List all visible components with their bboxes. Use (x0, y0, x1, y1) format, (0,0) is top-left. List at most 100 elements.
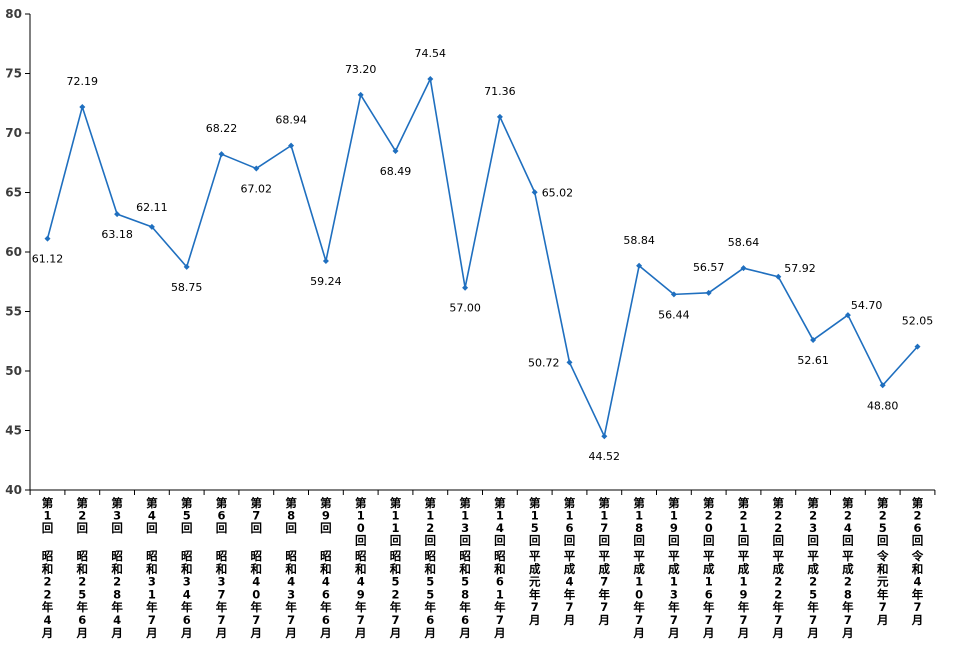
data-label: 50.72 (528, 356, 560, 369)
x-category-label: 第 1 2 回昭和 5 5 年 6 月 (424, 496, 437, 640)
data-label: 44.52 (589, 450, 621, 463)
x-tick-label-era: 昭和 6 1 年 7 月 (493, 549, 506, 640)
y-tick-label: 45 (5, 424, 22, 438)
x-axis: 第 1 回昭和 2 2 年 4 月 第 2 回昭和 2 5 年 6 月 第 3 回昭和 2 8 年 4 月 第 4 回昭和 3 1 年 7 月… (29, 489, 936, 640)
data-label: 54.70 (851, 299, 883, 312)
x-category-label: 第 2 0 回平成 1 6 年 7 月 (702, 496, 715, 640)
data-point-marker (775, 273, 782, 280)
data-points (44, 75, 921, 440)
x-tick-label-era: 昭和 2 8 年 4 月 (110, 549, 123, 640)
data-label: 56.57 (693, 261, 725, 274)
data-point-marker (636, 262, 643, 269)
x-tick-label-era: 平成元年 7 月 (528, 549, 541, 627)
x-category-label: 第 2 2 回平成 2 2 年 7 月 (772, 496, 785, 640)
data-point-marker (566, 359, 573, 366)
data-point-marker (879, 382, 886, 389)
x-tick-label-era: 平成 1 9 年 7 月 (737, 549, 750, 640)
x-tick-label-era: 平成 7 年 7 月 (598, 549, 611, 627)
x-tick-label-era: 昭和 3 1 年 7 月 (145, 549, 158, 640)
data-point-marker (322, 258, 329, 265)
x-tick-label-era: 平成 1 6 年 7 月 (702, 549, 715, 640)
y-tick-label: 55 (5, 305, 22, 319)
x-tick-label-era: 平成 2 8 年 7 月 (841, 549, 854, 640)
x-tick-label-era: 昭和 2 5 年 6 月 (76, 549, 89, 640)
data-label: 71.36 (484, 85, 516, 98)
x-category-label: 第 2 6 回令和 4 年 7 月 (911, 496, 924, 627)
x-category-label: 第 1 8 回平成 1 0 年 7 月 (632, 496, 645, 640)
y-tick-label: 75 (5, 67, 22, 81)
y-tick-label: 40 (5, 483, 22, 497)
y-tick-label: 80 (5, 7, 22, 21)
x-category-label: 第 9 回昭和 4 6 年 6 月 (319, 496, 332, 640)
y-tick-label: 70 (5, 126, 22, 140)
data-point-marker (253, 165, 260, 172)
data-point-marker (427, 75, 434, 82)
x-category-label: 第 1 回昭和 2 2 年 4 月 (41, 496, 54, 640)
x-category-label: 第 2 4 回平成 2 8 年 7 月 (841, 496, 854, 640)
data-label: 58.84 (623, 234, 655, 247)
data-label: 59.24 (310, 275, 342, 288)
data-point-marker (288, 142, 295, 149)
data-label: 52.61 (797, 354, 829, 367)
x-category-label: 第 6 回昭和 3 7 年 7 月 (215, 496, 228, 640)
data-label: 58.64 (728, 236, 760, 249)
x-category-label: 第 8 回昭和 4 3 年 7 月 (284, 496, 297, 640)
x-category-label: 第 1 7 回平成 7 年 7 月 (598, 496, 611, 627)
y-axis: 40 45 50 55 60 65 70 75 80 (5, 7, 31, 497)
x-tick-label-era: 昭和 4 9 年 7 月 (354, 549, 367, 640)
data-point-marker (218, 151, 225, 158)
x-tick-label-era: 平成 2 5 年 7 月 (806, 549, 819, 640)
data-point-marker (914, 343, 921, 350)
x-tick-label-era: 昭和 5 5 年 6 月 (424, 549, 437, 640)
x-category-label: 第 7 回昭和 4 0 年 7 月 (250, 496, 263, 640)
data-point-marker (114, 211, 121, 218)
data-point-marker (79, 103, 86, 110)
x-tick-label-era: 令和元年 7 月 (876, 549, 889, 627)
data-point-marker (705, 289, 712, 296)
y-tick-label: 65 (5, 186, 22, 200)
x-tick-label-era: 平成 2 2 年 7 月 (772, 549, 785, 640)
series-polyline (46, 78, 919, 438)
y-tick-label: 60 (5, 245, 22, 259)
data-label: 57.92 (784, 262, 816, 275)
data-label: 65.02 (542, 186, 574, 199)
x-tick-label-era: 昭和 4 3 年 7 月 (284, 549, 297, 640)
series-line (46, 78, 919, 438)
data-label: 56.44 (658, 308, 690, 321)
x-category-label: 第 1 3 回昭和 5 8 年 6 月 (458, 496, 471, 640)
x-category-label: 第 4 回昭和 3 1 年 7 月 (145, 496, 158, 640)
x-tick-label-era: 昭和 3 7 年 7 月 (215, 549, 228, 640)
x-category-label: 第 2 1 回平成 1 9 年 7 月 (737, 496, 750, 640)
x-category-label: 第 2 回昭和 2 5 年 6 月 (76, 496, 89, 640)
data-label: 52.05 (902, 315, 934, 328)
data-label: 63.18 (101, 228, 133, 241)
data-label: 61.12 (32, 253, 64, 266)
x-tick-label-era: 昭和 5 2 年 7 月 (389, 549, 402, 640)
data-point-marker (462, 284, 469, 291)
x-tick-label-era: 平成 1 0 年 7 月 (632, 549, 645, 640)
x-category-label: 第 5 回昭和 3 4 年 6 月 (180, 496, 193, 640)
x-tick-label-era: 昭和 3 4 年 6 月 (180, 549, 193, 640)
data-point-marker (44, 235, 51, 242)
x-tick-label-era: 昭和 4 6 年 6 月 (319, 549, 332, 640)
x-category-label: 第 1 6 回平成 4 年 7 月 (563, 496, 576, 627)
